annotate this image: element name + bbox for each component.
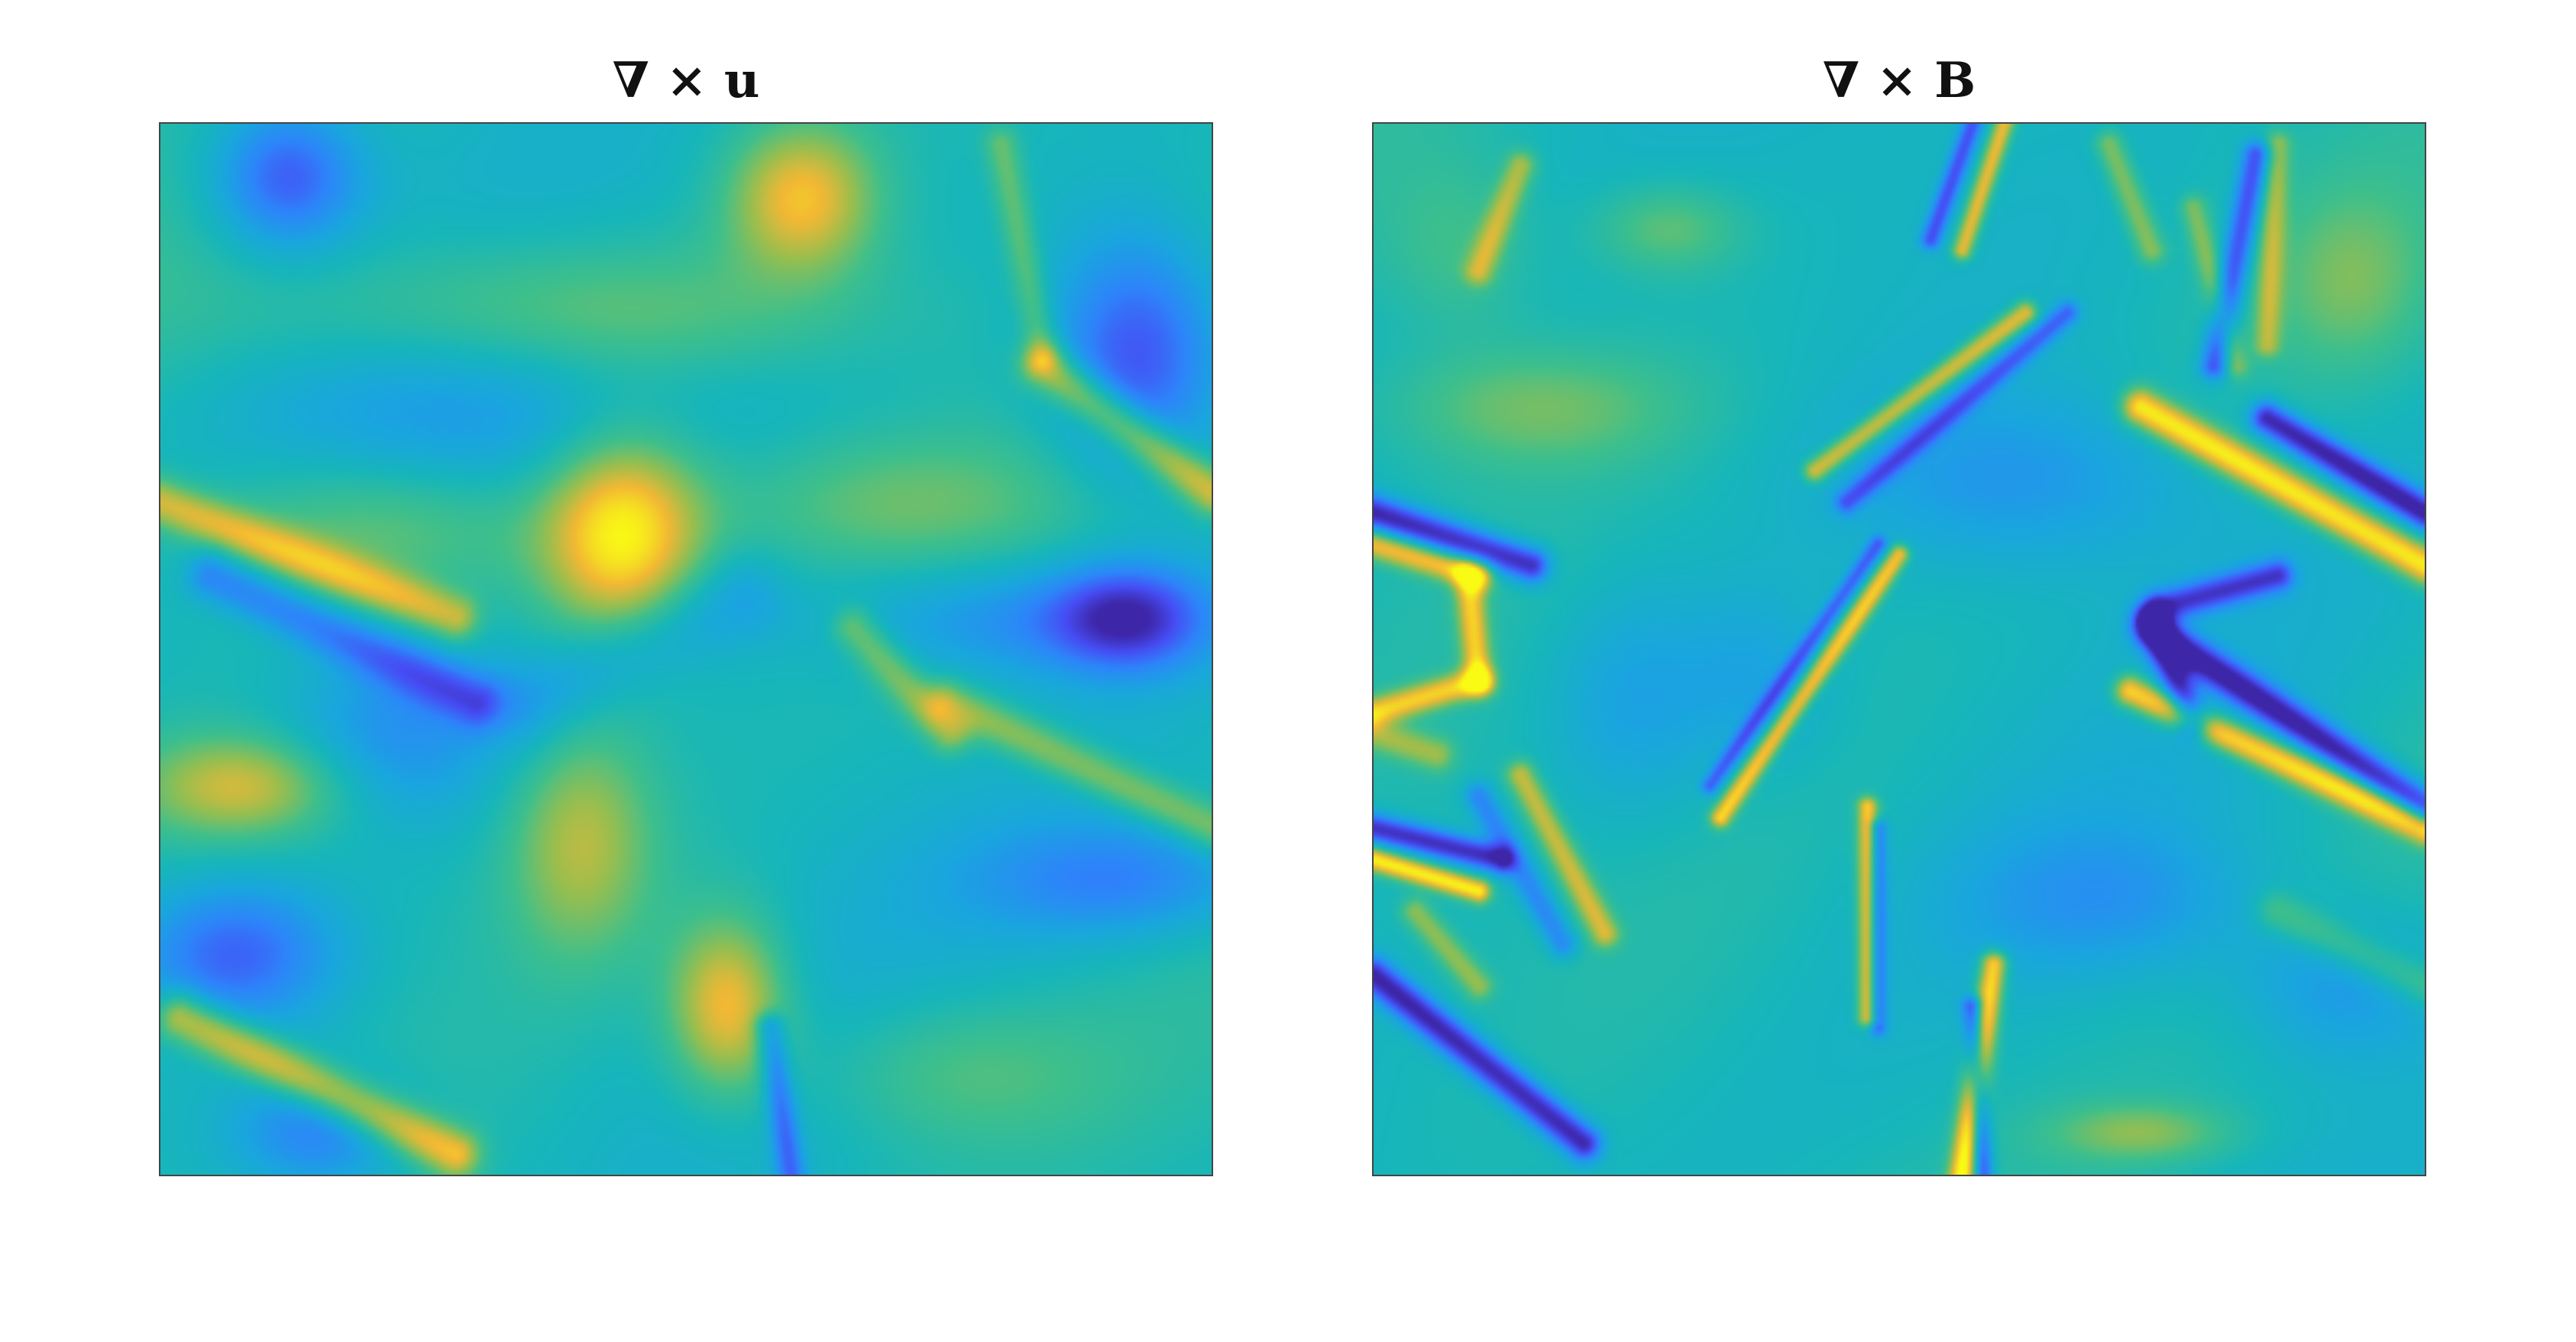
curl-u-panel: ∇ × u bbox=[159, 0, 1213, 1192]
plot-area bbox=[1372, 122, 2426, 1176]
chart-title: ∇ × B bbox=[1822, 52, 1976, 109]
heatmap-image bbox=[1374, 124, 2425, 1175]
chart-title: ∇ × u bbox=[612, 52, 760, 109]
plot-area bbox=[159, 122, 1213, 1176]
heatmap-image bbox=[160, 124, 1212, 1175]
curl-b-panel: ∇ × B bbox=[1372, 0, 2426, 1192]
